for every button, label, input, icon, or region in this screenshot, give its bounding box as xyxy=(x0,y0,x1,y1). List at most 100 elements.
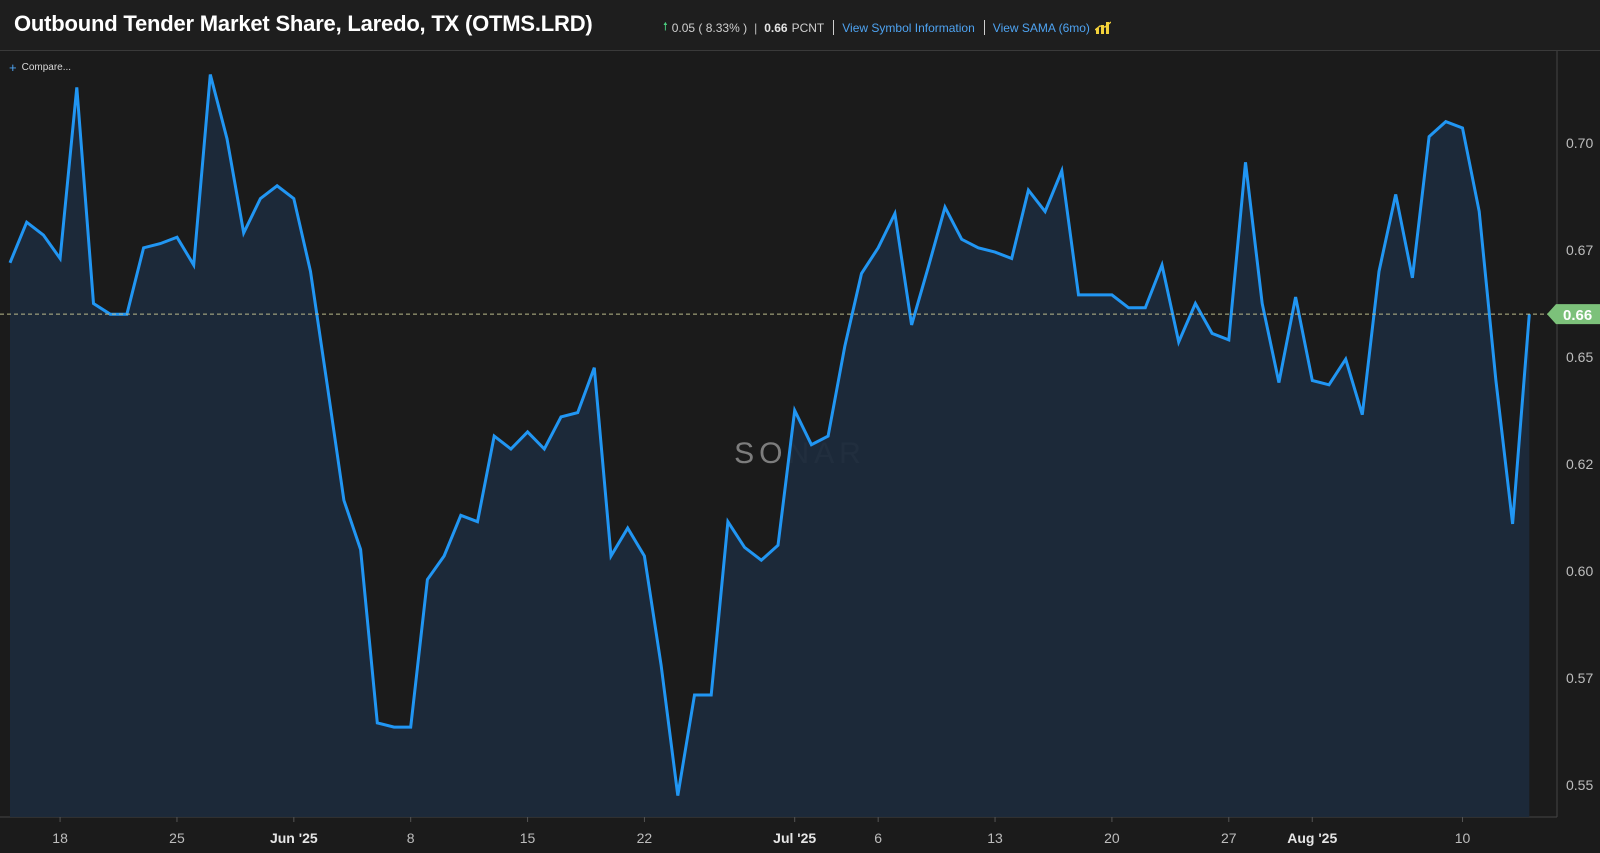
data-point[interactable] xyxy=(376,721,379,724)
data-point[interactable] xyxy=(626,527,629,530)
data-point[interactable] xyxy=(994,251,997,254)
data-point[interactable] xyxy=(1060,169,1063,172)
data-point[interactable] xyxy=(1494,379,1497,382)
data-point[interactable] xyxy=(1294,296,1297,299)
data-point[interactable] xyxy=(443,554,446,557)
data-point[interactable] xyxy=(1110,293,1113,296)
data-point[interactable] xyxy=(25,221,28,224)
x-tick-label: 6 xyxy=(874,830,882,846)
data-point[interactable] xyxy=(1094,293,1097,296)
data-point[interactable] xyxy=(1144,306,1147,309)
data-point[interactable] xyxy=(1227,338,1230,341)
data-point[interactable] xyxy=(910,323,913,326)
data-point[interactable] xyxy=(593,366,596,369)
data-point[interactable] xyxy=(1194,302,1197,305)
data-point[interactable] xyxy=(1478,210,1481,213)
data-point[interactable] xyxy=(610,554,613,557)
data-point[interactable] xyxy=(743,546,746,549)
data-point[interactable] xyxy=(142,246,145,249)
data-point[interactable] xyxy=(175,236,178,239)
data-point[interactable] xyxy=(192,263,195,266)
data-point[interactable] xyxy=(977,246,980,249)
chart-bars-icon[interactable] xyxy=(1094,20,1111,35)
view-sama-link[interactable]: View SAMA (6mo) xyxy=(992,20,1090,35)
data-point[interactable] xyxy=(710,694,713,697)
data-point[interactable] xyxy=(877,246,880,249)
data-point[interactable] xyxy=(893,212,896,215)
data-point[interactable] xyxy=(276,184,279,187)
data-point[interactable] xyxy=(810,443,813,446)
data-point[interactable] xyxy=(1411,276,1414,279)
data-point[interactable] xyxy=(1077,293,1080,296)
data-point[interactable] xyxy=(693,694,696,697)
data-point[interactable] xyxy=(1378,270,1381,273)
data-point[interactable] xyxy=(476,520,479,523)
data-point[interactable] xyxy=(543,447,546,450)
data-point[interactable] xyxy=(42,234,45,237)
data-point[interactable] xyxy=(259,197,262,200)
data-point[interactable] xyxy=(860,272,863,275)
y-tick-label: 0.62 xyxy=(1566,456,1593,472)
data-point[interactable] xyxy=(1311,379,1314,382)
data-point[interactable] xyxy=(1027,189,1030,192)
data-point[interactable] xyxy=(1327,383,1330,386)
data-point[interactable] xyxy=(326,383,329,386)
data-point[interactable] xyxy=(409,726,412,729)
data-point[interactable] xyxy=(92,302,95,305)
data-point[interactable] xyxy=(793,409,796,412)
data-point[interactable] xyxy=(1277,381,1280,384)
data-point[interactable] xyxy=(943,206,946,209)
divider xyxy=(833,20,835,35)
data-point[interactable] xyxy=(75,86,78,89)
series-line[interactable] xyxy=(8,74,1531,796)
data-point[interactable] xyxy=(509,447,512,450)
data-point[interactable] xyxy=(1344,358,1347,361)
data-point[interactable] xyxy=(843,345,846,348)
data-point[interactable] xyxy=(960,238,963,241)
data-point[interactable] xyxy=(1261,302,1264,305)
view-symbol-information-link[interactable]: View Symbol Information xyxy=(842,20,975,35)
data-point[interactable] xyxy=(559,415,562,418)
data-point[interactable] xyxy=(1511,522,1514,525)
data-point[interactable] xyxy=(526,430,529,433)
data-point[interactable] xyxy=(1044,210,1047,213)
data-point[interactable] xyxy=(643,554,646,557)
data-point[interactable] xyxy=(242,231,245,234)
data-point[interactable] xyxy=(209,73,212,76)
data-point[interactable] xyxy=(59,257,62,260)
data-point[interactable] xyxy=(1010,257,1013,260)
data-point[interactable] xyxy=(459,514,462,517)
data-point[interactable] xyxy=(1127,306,1130,309)
data-point[interactable] xyxy=(159,242,162,245)
data-point[interactable] xyxy=(1211,332,1214,335)
data-point[interactable] xyxy=(9,261,12,264)
data-point[interactable] xyxy=(576,411,579,414)
data-point[interactable] xyxy=(927,266,930,269)
data-point[interactable] xyxy=(1428,135,1431,138)
data-point[interactable] xyxy=(342,499,345,502)
data-point[interactable] xyxy=(493,435,496,438)
data-point[interactable] xyxy=(292,197,295,200)
data-point[interactable] xyxy=(1177,340,1180,343)
data-point[interactable] xyxy=(1444,120,1447,123)
data-point[interactable] xyxy=(676,794,679,797)
data-point[interactable] xyxy=(359,548,362,551)
data-point[interactable] xyxy=(1361,413,1364,416)
data-point[interactable] xyxy=(1394,193,1397,196)
data-point[interactable] xyxy=(1461,127,1464,130)
data-point[interactable] xyxy=(726,520,729,523)
data-point[interactable] xyxy=(777,544,780,547)
data-point[interactable] xyxy=(1161,263,1164,266)
compare-button[interactable]: + Compare... xyxy=(9,61,71,74)
data-point[interactable] xyxy=(426,578,429,581)
data-point[interactable] xyxy=(109,313,112,316)
data-point[interactable] xyxy=(827,435,830,438)
data-point[interactable] xyxy=(393,726,396,729)
data-point[interactable] xyxy=(226,137,229,140)
data-point[interactable] xyxy=(660,664,663,667)
x-tick-label: 20 xyxy=(1104,830,1120,846)
data-point[interactable] xyxy=(1244,161,1247,164)
data-point[interactable] xyxy=(760,559,763,562)
data-point[interactable] xyxy=(309,270,312,273)
